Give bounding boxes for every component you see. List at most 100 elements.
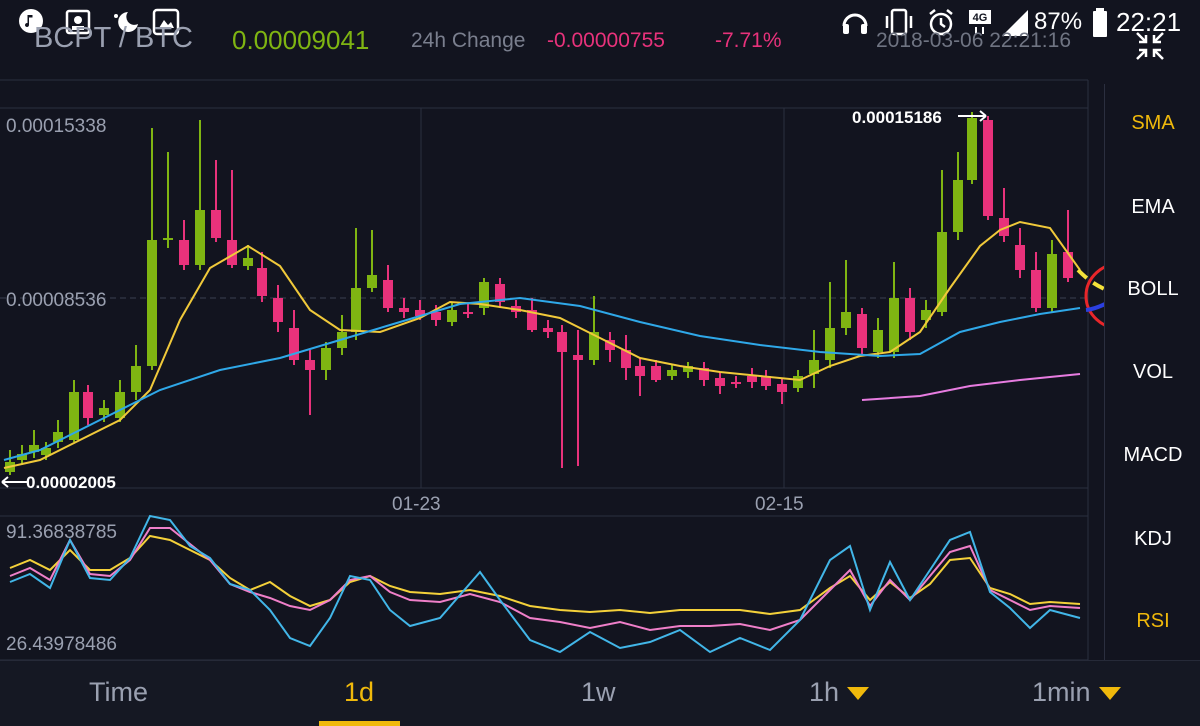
candle-body	[747, 376, 757, 382]
tab-1d[interactable]: 1d	[344, 677, 374, 708]
low-marker-arrow-icon	[1, 476, 28, 488]
candle-body	[543, 328, 553, 332]
indicator-ema[interactable]: EMA	[1131, 196, 1175, 218]
candle-body	[667, 370, 677, 376]
interval-tabs: Time 1d 1w 1h 1min	[0, 660, 1200, 726]
candle-body	[399, 308, 409, 312]
svg-text:4G: 4G	[973, 12, 988, 24]
change-percent: -7.71%	[715, 29, 782, 52]
candle-body	[431, 312, 441, 320]
candle-body	[937, 232, 947, 312]
candle-body	[131, 366, 141, 392]
headphones-icon	[840, 8, 870, 41]
candle-body	[605, 340, 615, 350]
tab-1h[interactable]: 1h	[809, 677, 870, 708]
photo-icon	[152, 8, 180, 41]
candle-body	[999, 218, 1009, 236]
candles	[5, 112, 1073, 475]
pair-title: BCPT / BTC	[34, 22, 193, 54]
max-marker-arrow-icon	[958, 110, 987, 122]
candle-body	[321, 348, 331, 370]
candle-body	[179, 240, 189, 265]
tab-1w-label: 1w	[581, 677, 616, 707]
candle-body	[589, 332, 599, 360]
night-mode-icon	[108, 8, 142, 41]
candle-body	[1047, 254, 1057, 308]
candle-body	[825, 328, 835, 360]
indicator-sma[interactable]: SMA	[1131, 112, 1175, 134]
candle-body	[447, 310, 457, 322]
last-price: 0.00009041	[232, 25, 370, 55]
candle-body	[905, 298, 915, 332]
indicator-kdj[interactable]: KDJ	[1134, 528, 1172, 550]
change-label: 24h Change	[411, 29, 526, 52]
candle-body	[889, 298, 899, 352]
candle-body	[621, 350, 631, 368]
candle-body	[383, 280, 393, 308]
indicator-rsi[interactable]: RSI	[1136, 610, 1170, 632]
candle-body	[257, 268, 267, 296]
tab-time[interactable]: Time	[89, 677, 148, 708]
tab-1min[interactable]: 1min	[1032, 677, 1121, 708]
battery-percent: 87%	[1034, 8, 1083, 35]
candle-body	[289, 328, 299, 360]
candle-body	[195, 210, 205, 265]
candle-body	[651, 366, 661, 380]
candle-body	[635, 366, 645, 376]
indicator-vol[interactable]: VOL	[1132, 361, 1174, 383]
candle-body	[573, 355, 583, 360]
indicator-boll[interactable]: BOLL	[1127, 278, 1179, 300]
indicator-panel: SMA EMA BOLL VOL MACD KDJ RSI	[1104, 84, 1200, 660]
price-low-label: 0.00002005	[26, 473, 116, 492]
ma-pink-line	[861, 373, 1081, 401]
rsi-blue-line	[9, 514, 1081, 654]
candle-body	[683, 366, 693, 372]
network-4g-icon: 4G	[968, 6, 998, 41]
candle-body	[1063, 252, 1073, 278]
active-tab-indicator	[319, 721, 400, 726]
tab-1w[interactable]: 1w	[581, 677, 616, 708]
candle-body	[495, 284, 505, 302]
candle-body	[699, 368, 709, 380]
status-bar: 4G 87% 22:21	[0, 0, 1200, 44]
tab-1h-label: 1h	[809, 677, 840, 707]
candle-body	[809, 360, 819, 374]
candle-body	[41, 448, 51, 455]
candle-body	[53, 432, 63, 442]
market-header: BCPT / BTC 0.00009041 24h Change -0.0000…	[0, 18, 1200, 62]
rsi-high-label: 91.36838785	[6, 522, 117, 543]
moving-average-lines	[3, 220, 1081, 469]
candle-body	[83, 392, 93, 418]
price-high-label: 0.00015338	[6, 116, 106, 137]
candle-body	[243, 258, 253, 266]
candle-body	[761, 376, 771, 386]
date-label-1: 01-23	[392, 494, 441, 515]
candle-body	[463, 312, 473, 314]
collapse-fullscreen-icon[interactable]	[1132, 28, 1168, 69]
candle-body	[715, 378, 725, 386]
tab-1d-label: 1d	[344, 677, 375, 707]
candle-body	[115, 392, 125, 418]
candle-body	[99, 408, 109, 415]
rsi-low-label: 26.43978486	[6, 634, 117, 655]
max-price-marker: 0.00015186	[852, 108, 942, 127]
candle-body	[983, 120, 993, 216]
dropdown-arrow-icon	[1098, 687, 1121, 701]
candle-body	[351, 288, 361, 332]
candle-body	[163, 238, 173, 240]
date-label-2: 02-15	[755, 494, 804, 515]
ma-short-line	[3, 220, 1081, 469]
candle-body	[479, 282, 489, 308]
chart-grid	[0, 79, 1089, 660]
price-mid-label: 0.00008536	[6, 290, 106, 311]
candlestick-chart[interactable]: 0.00015338 0.00008536 0.00002005 0.00015…	[0, 70, 1104, 660]
candle-body	[415, 310, 425, 316]
candle-body	[841, 312, 851, 328]
candle-body	[227, 240, 237, 265]
candle-body	[273, 298, 283, 322]
candle-body	[873, 330, 883, 352]
candle-body	[1015, 245, 1025, 270]
timestamp: 2018-03-06 22:21:16	[876, 29, 1071, 52]
candle-body	[953, 180, 963, 232]
indicator-macd[interactable]: MACD	[1123, 444, 1183, 466]
